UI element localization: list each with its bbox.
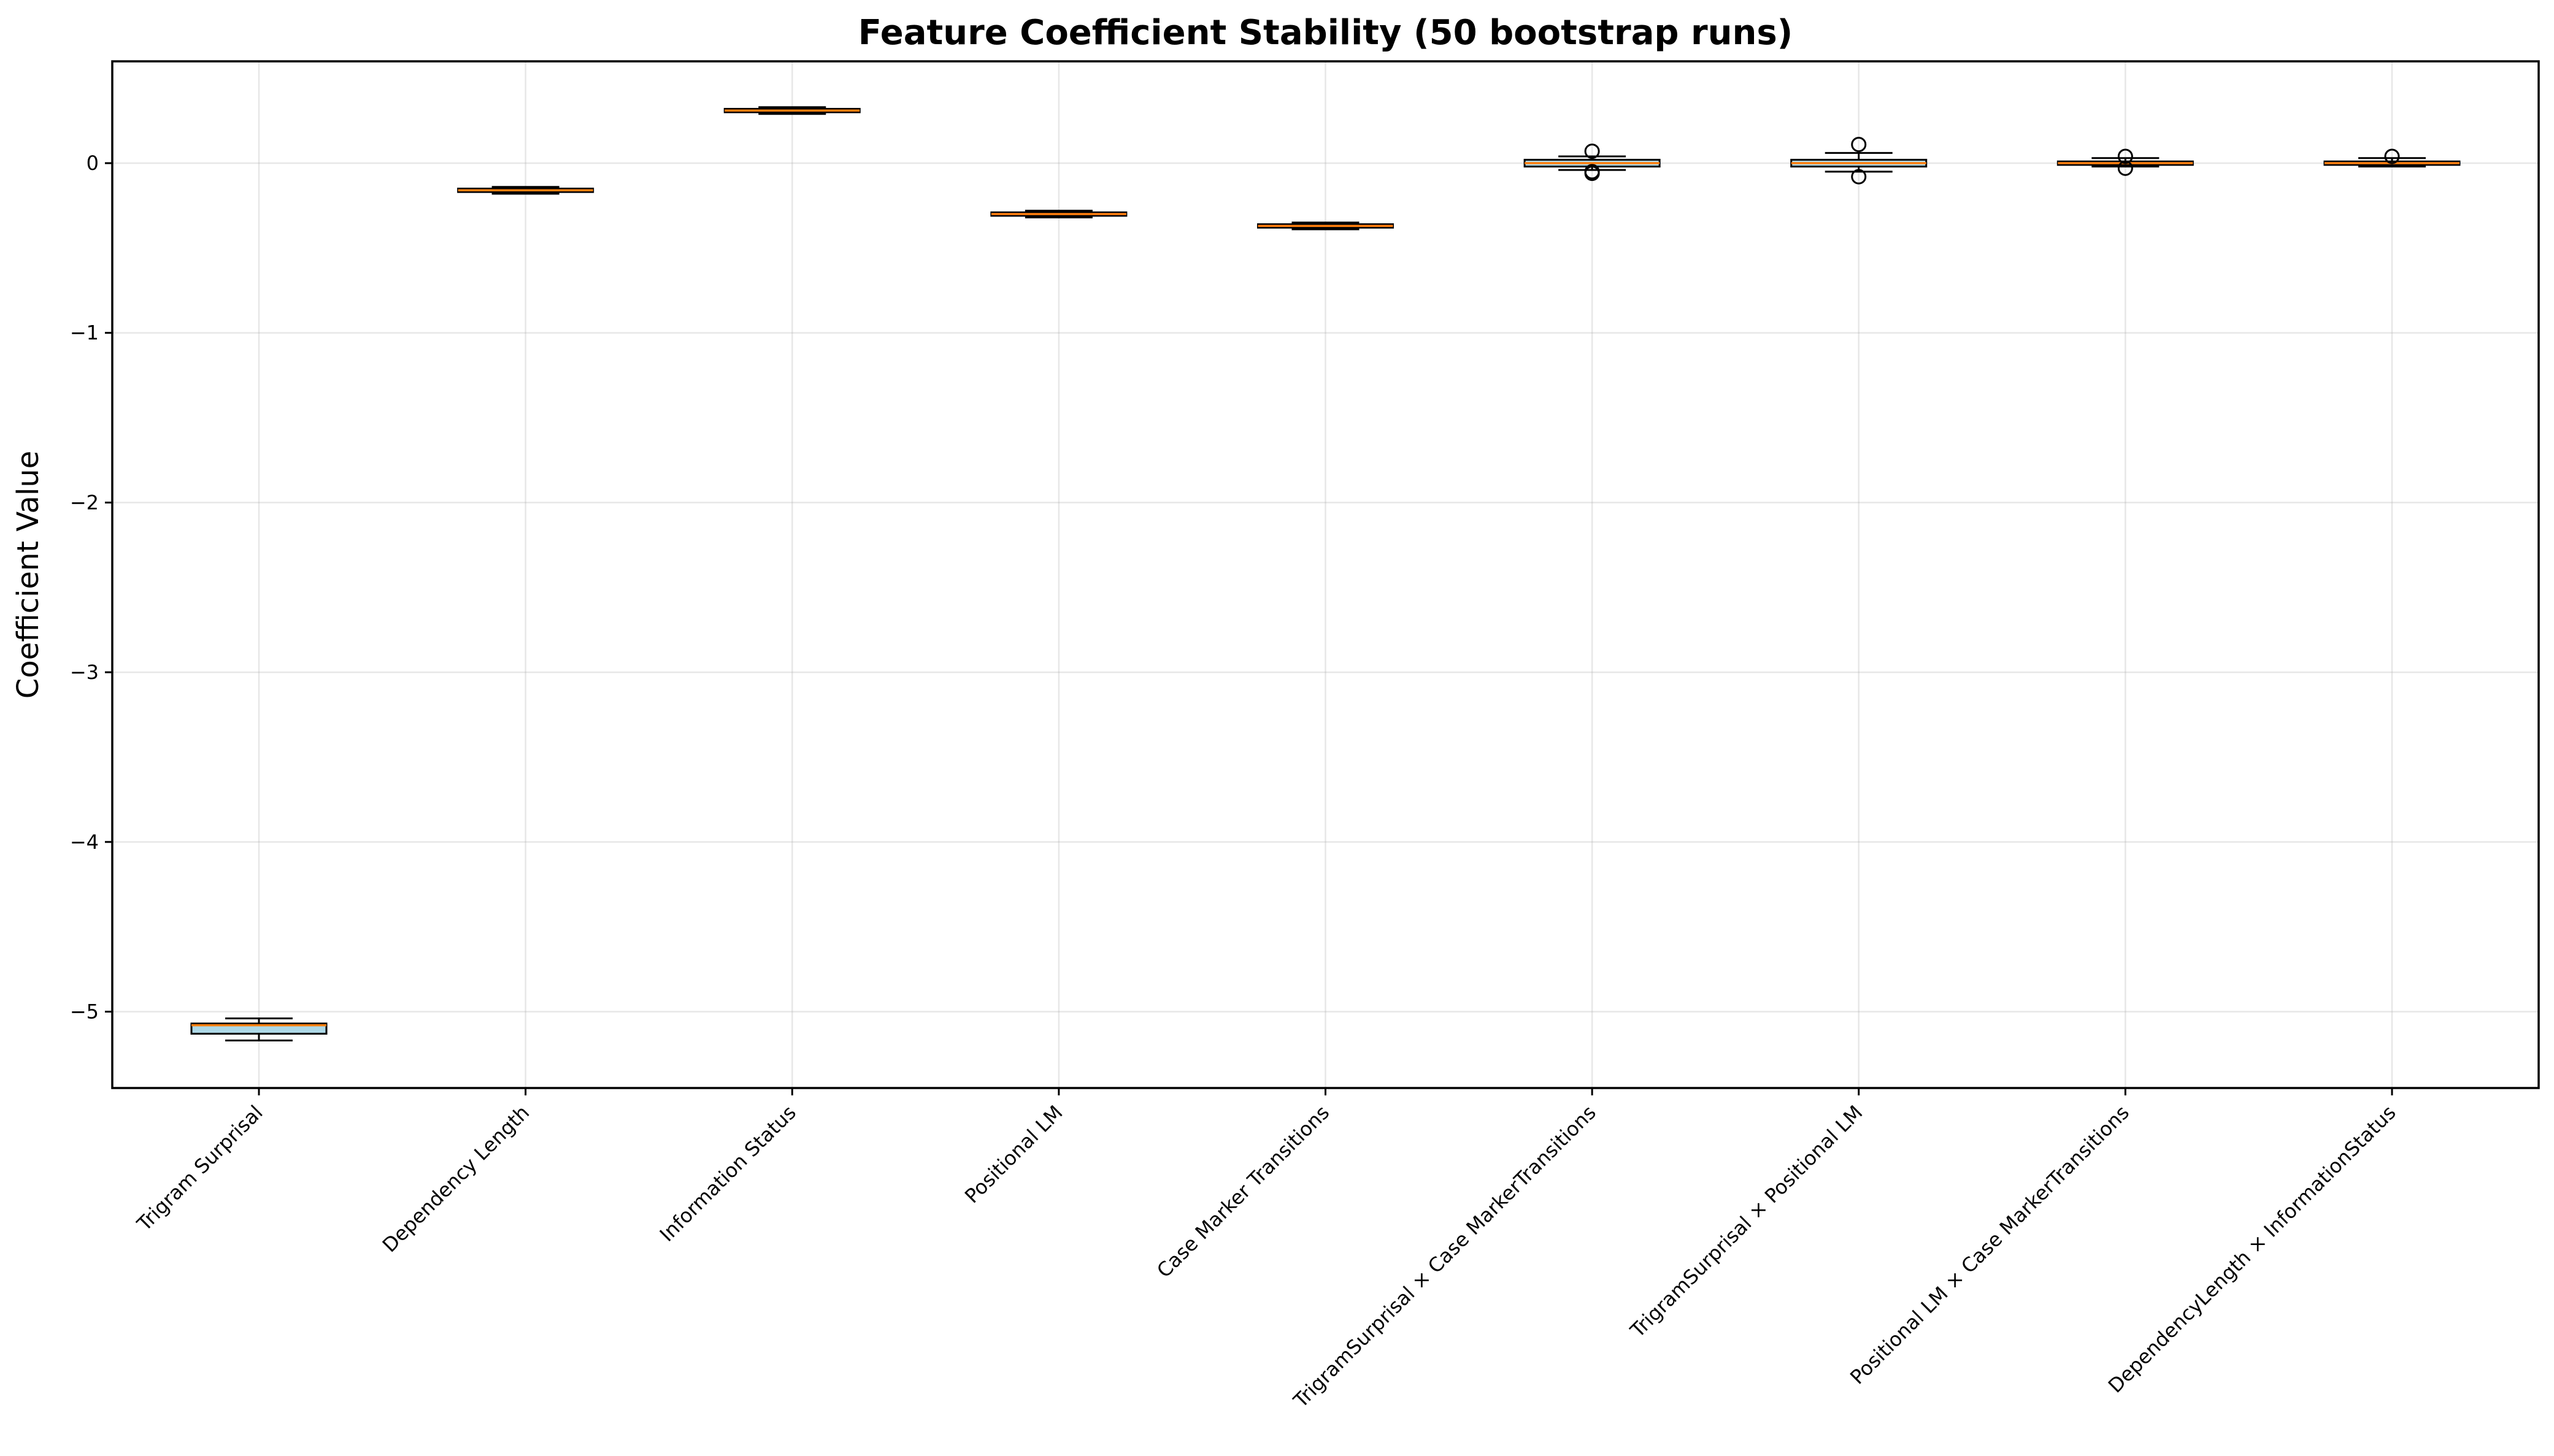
y-tick-label: −1 [70, 321, 99, 345]
y-axis: 0 −1 −2 −3 −4 −5 [70, 151, 112, 1023]
chart-title: Feature Coefficient Stability (50 bootst… [858, 13, 1793, 53]
box-3 [723, 106, 861, 115]
outlier-point [1584, 166, 1600, 182]
y-axis-label: Coefficient Value [11, 451, 45, 699]
box-5 [1257, 221, 1394, 231]
outlier-point [2384, 148, 2400, 164]
boxes-layer [190, 106, 2461, 1042]
outlier-point [1851, 137, 1867, 153]
outlier-point [2117, 160, 2133, 176]
box-9 [2323, 148, 2461, 168]
y-tick-label: −4 [70, 830, 99, 854]
outlier-point [1851, 169, 1867, 185]
box-7 [1790, 137, 1928, 185]
box-4 [990, 209, 1128, 219]
outlier-point [2117, 148, 2133, 164]
y-tick-label: −5 [70, 1000, 99, 1023]
y-tick-label: −2 [70, 491, 99, 514]
box-1 [190, 1017, 328, 1042]
y-tick-label: 0 [87, 151, 99, 175]
outlier-point [1584, 144, 1600, 159]
box-2 [457, 186, 594, 195]
y-tick-label: −3 [70, 661, 99, 684]
box-8 [2056, 148, 2194, 176]
grid-lines [112, 61, 2539, 1088]
box-6 [1523, 144, 1661, 182]
